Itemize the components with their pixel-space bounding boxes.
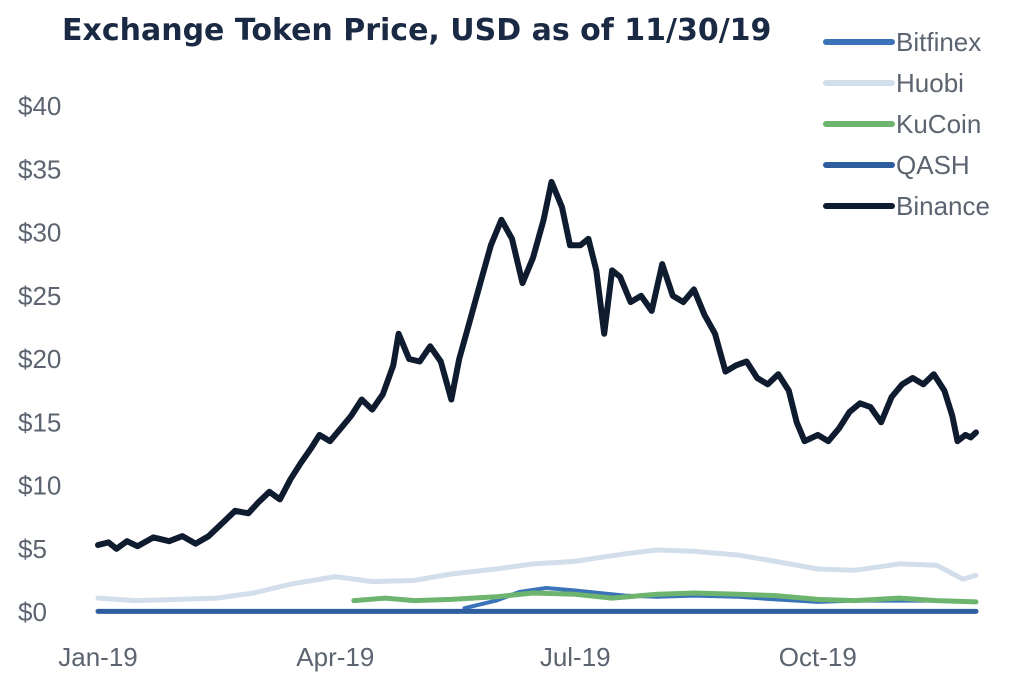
y-tick-label: $0	[18, 597, 47, 627]
legend: Bitfinex Huobi KuCoin QASH Binance	[823, 27, 990, 221]
series-line-huobi	[95, 547, 979, 604]
legend-label-huobi: Huobi	[896, 68, 964, 98]
y-tick-label: $25	[18, 281, 61, 311]
series-line-kucoin	[351, 590, 979, 605]
y-tick-label: $5	[18, 534, 47, 564]
series-line-binance	[95, 178, 979, 552]
x-tick-label: Oct-19	[779, 642, 857, 672]
y-tick-label: $40	[18, 91, 61, 121]
legend-label-binance: Binance	[896, 191, 990, 221]
x-tick-label: Apr-19	[296, 642, 374, 672]
y-tick-label: $20	[18, 344, 61, 374]
legend-label-qash: QASH	[896, 150, 970, 180]
y-tick-label: $30	[18, 218, 61, 248]
chart-title: Exchange Token Price, USD as of 11/30/19	[62, 13, 771, 48]
x-tick-label: Jan-19	[58, 642, 138, 672]
x-axis-ticks: Jan-19 Apr-19 Jul-19 Oct-19	[58, 642, 857, 672]
series-layer	[95, 178, 979, 614]
y-tick-label: $35	[18, 154, 61, 184]
x-tick-label: Jul-19	[540, 642, 611, 672]
y-tick-label: $10	[18, 471, 61, 501]
legend-label-bitfinex: Bitfinex	[896, 27, 981, 57]
legend-label-kucoin: KuCoin	[896, 109, 981, 139]
y-axis-ticks: $0 $5 $10 $15 $20 $25 $30 $35 $40	[18, 91, 61, 627]
y-tick-label: $15	[18, 407, 61, 437]
